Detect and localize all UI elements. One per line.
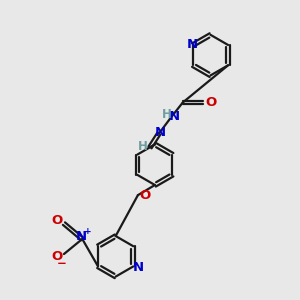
Text: +: + [84, 227, 92, 236]
Text: O: O [140, 189, 151, 202]
Text: O: O [205, 96, 216, 109]
Text: N: N [75, 230, 86, 243]
Text: H: H [138, 140, 148, 153]
Text: N: N [168, 110, 179, 123]
Text: O: O [52, 214, 63, 227]
Text: H: H [162, 108, 172, 121]
Text: N: N [155, 125, 166, 139]
Text: N: N [133, 261, 144, 274]
Text: O: O [52, 250, 63, 263]
Text: −: − [56, 257, 66, 270]
Text: N: N [187, 38, 198, 51]
